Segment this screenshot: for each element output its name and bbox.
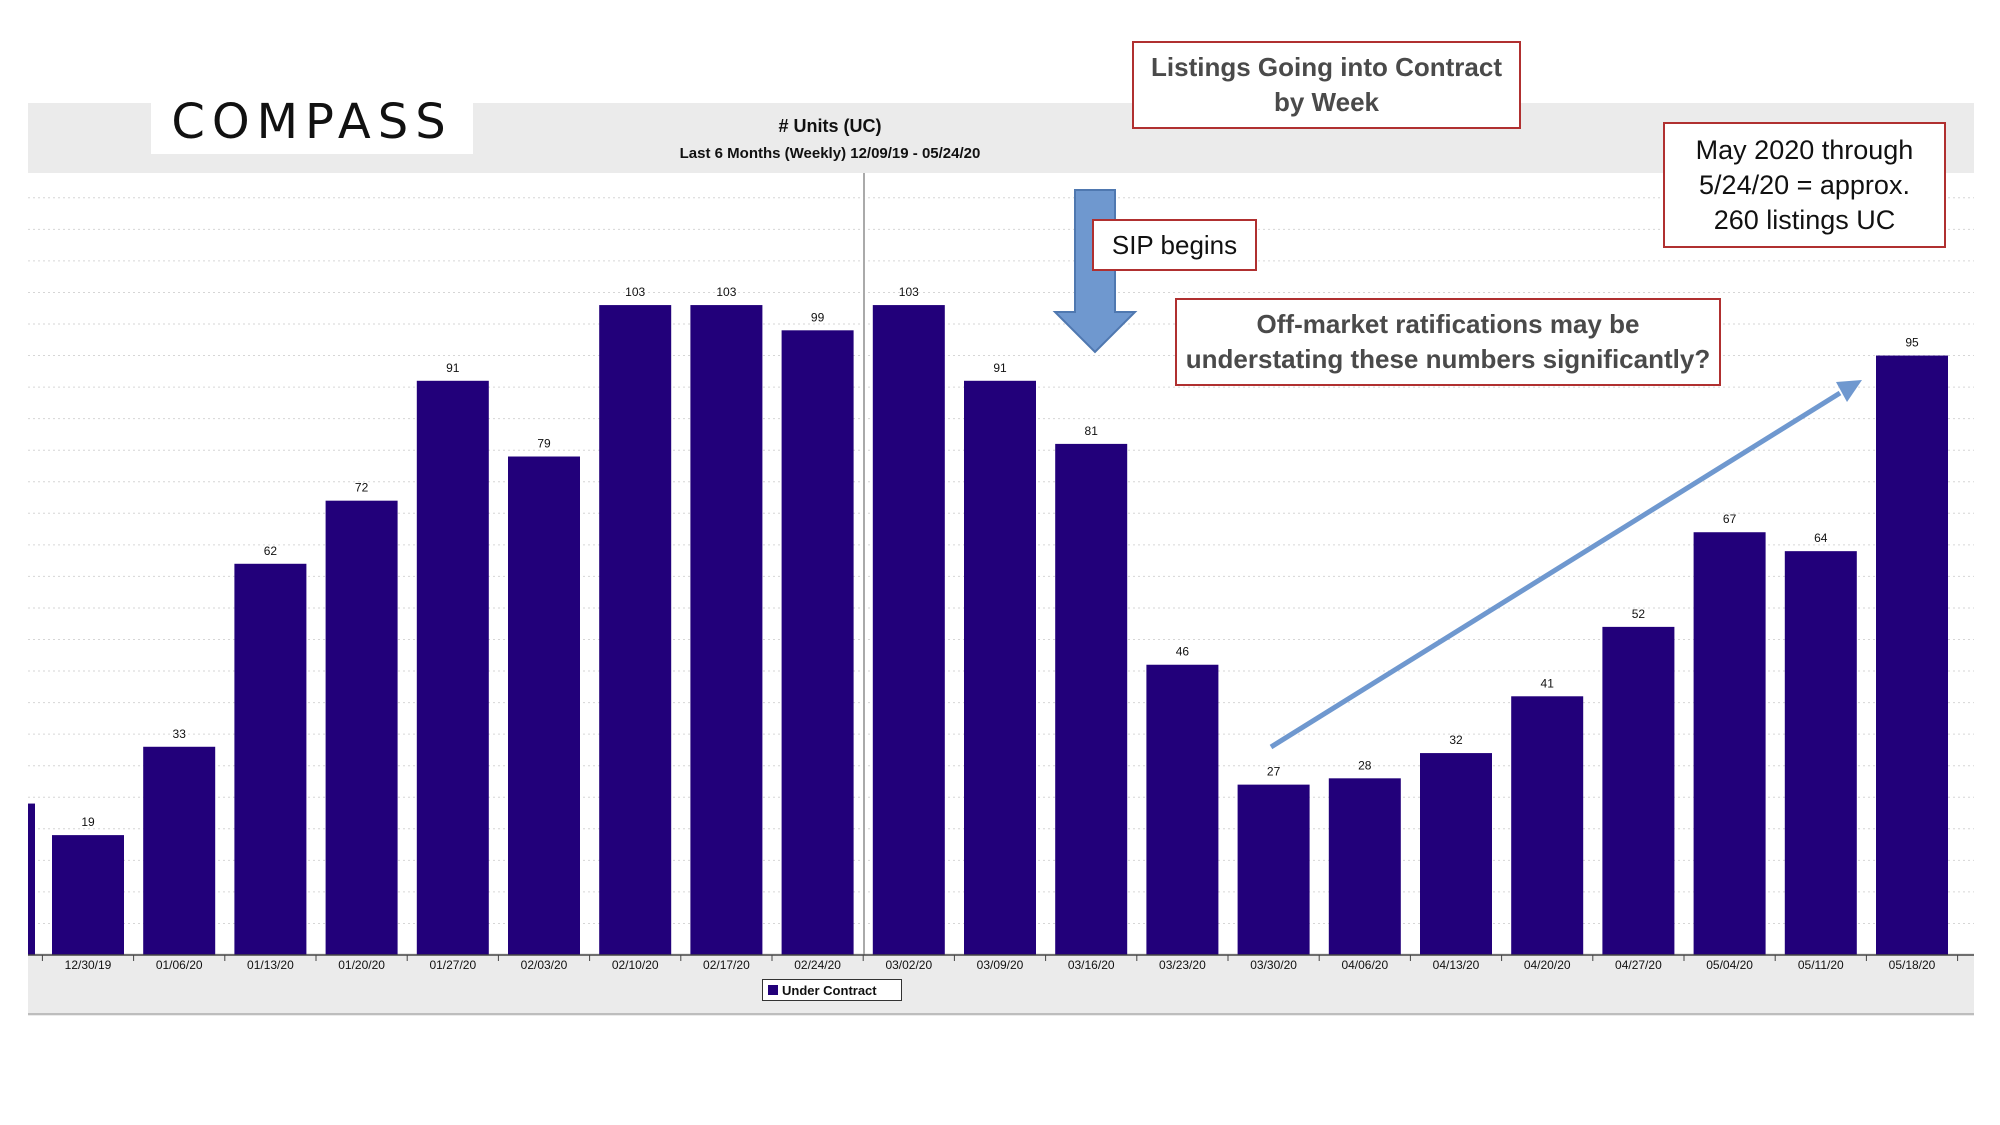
logo-text: COMPASS [171, 94, 453, 150]
bar [508, 456, 580, 955]
x-tick-label: 04/27/20 [1615, 958, 1662, 972]
frame-bottom-line [28, 1013, 1974, 1015]
x-tick-label: 01/27/20 [429, 958, 476, 972]
x-tick-label: 03/30/20 [1250, 958, 1297, 972]
bar [1876, 355, 1948, 955]
sip-down-arrow-icon [1052, 189, 1138, 354]
callout-offmarket-line-2: understating these numbers significantly… [1185, 344, 1711, 374]
bar [1146, 664, 1219, 955]
x-tick-label: 02/24/20 [794, 958, 841, 972]
x-axis-ticks [41, 955, 1959, 961]
bar [781, 330, 854, 955]
value-label: 79 [537, 437, 551, 451]
callout-off-market: Off-market ratifications may be understa… [1175, 298, 1721, 386]
value-label: 91 [993, 361, 1007, 375]
bar [964, 380, 1036, 955]
x-tick-label: 03/23/20 [1159, 958, 1206, 972]
bar [1237, 784, 1310, 955]
bar [1055, 443, 1128, 955]
value-label: 103 [625, 285, 645, 299]
trend-arrow-head-icon [1836, 380, 1862, 402]
callout-listings-title: Listings Going into Contract by Week [1132, 41, 1521, 129]
value-label: 72 [355, 481, 369, 495]
bar-partial [28, 803, 35, 955]
value-label: 41 [1541, 676, 1555, 690]
callout-listings-line-1: Listings Going into Contract [1151, 52, 1502, 82]
chart-title: # Units (UC) [778, 116, 882, 136]
bar [690, 305, 763, 955]
value-label: 64 [1814, 531, 1828, 545]
value-label: 33 [173, 727, 187, 741]
bar [52, 835, 124, 955]
x-tick-label: 03/02/20 [885, 958, 932, 972]
callout-listings-line-2: by Week [1273, 87, 1379, 117]
legend-label: Under Contract [782, 982, 877, 998]
bar [1693, 532, 1766, 955]
trend-arrow-line [1269, 390, 1842, 750]
value-label: 62 [264, 544, 278, 558]
value-label: 91 [446, 361, 460, 375]
bar [1420, 753, 1492, 955]
callout-may-note: May 2020 through 5/24/20 = approx. 260 l… [1663, 122, 1946, 248]
x-tick-label: 04/20/20 [1524, 958, 1571, 972]
bar [1328, 778, 1401, 955]
x-tick-label: 12/30/19 [65, 958, 112, 972]
value-label: 46 [1176, 645, 1190, 659]
x-tick-label: 02/10/20 [612, 958, 659, 972]
value-label: 19 [81, 815, 95, 829]
bar [325, 500, 398, 955]
value-label: 52 [1632, 607, 1646, 621]
x-tick-label: 05/18/20 [1889, 958, 1936, 972]
bar [872, 305, 945, 955]
callout-sip-begins: SIP begins [1092, 219, 1257, 271]
bar [416, 380, 489, 955]
value-label: 27 [1267, 765, 1281, 779]
value-label: 103 [716, 285, 736, 299]
value-label: 28 [1358, 758, 1372, 772]
value-label: 103 [899, 285, 919, 299]
bar [1784, 551, 1857, 955]
bar [599, 305, 672, 955]
x-tick-label: 04/06/20 [1341, 958, 1388, 972]
callout-may-line-1: May 2020 through [1695, 134, 1914, 165]
value-label: 95 [1905, 336, 1919, 350]
bar [1602, 626, 1675, 955]
bars [28, 305, 1948, 955]
legend-swatch [768, 985, 778, 995]
bar [143, 746, 216, 955]
value-labels: 19 33 62 72 91 79 103 103 99 103 91 81 46 27 28 32 41 52 6… [81, 285, 1919, 829]
callout-may-line-2: 5/24/20 = approx. [1699, 169, 1910, 200]
compass-logo: COMPASS [151, 90, 473, 154]
chart-legend: Under Contract [762, 979, 902, 1001]
x-tick-label: 04/13/20 [1433, 958, 1480, 972]
x-tick-label: 02/17/20 [703, 958, 750, 972]
callout-may-line-3: 260 listings UC [1713, 204, 1896, 235]
x-tick-label: 02/03/20 [521, 958, 568, 972]
value-label: 99 [811, 310, 825, 324]
x-tick-label: 03/16/20 [1068, 958, 1115, 972]
value-label: 67 [1723, 512, 1737, 526]
callout-sip-text: SIP begins [1111, 229, 1238, 260]
bar [1511, 696, 1584, 955]
value-label: 32 [1449, 733, 1463, 747]
x-tick-label: 01/06/20 [156, 958, 203, 972]
value-label: 81 [1085, 424, 1099, 438]
x-tick-label: 05/11/20 [1798, 958, 1844, 972]
x-tick-label: 05/04/20 [1706, 958, 1753, 972]
bar [234, 563, 307, 955]
x-tick-label: 01/20/20 [338, 958, 385, 972]
callout-offmarket-line-1: Off-market ratifications may be [1256, 309, 1640, 339]
chart-subtitle: Last 6 Months (Weekly) 12/09/19 - 05/24/… [679, 145, 981, 162]
x-tick-label: 01/13/20 [247, 958, 294, 972]
x-tick-labels: 12/30/19 01/06/20 01/13/20 01/20/20 01/27/20… [65, 958, 1936, 972]
x-tick-label: 03/09/20 [977, 958, 1024, 972]
